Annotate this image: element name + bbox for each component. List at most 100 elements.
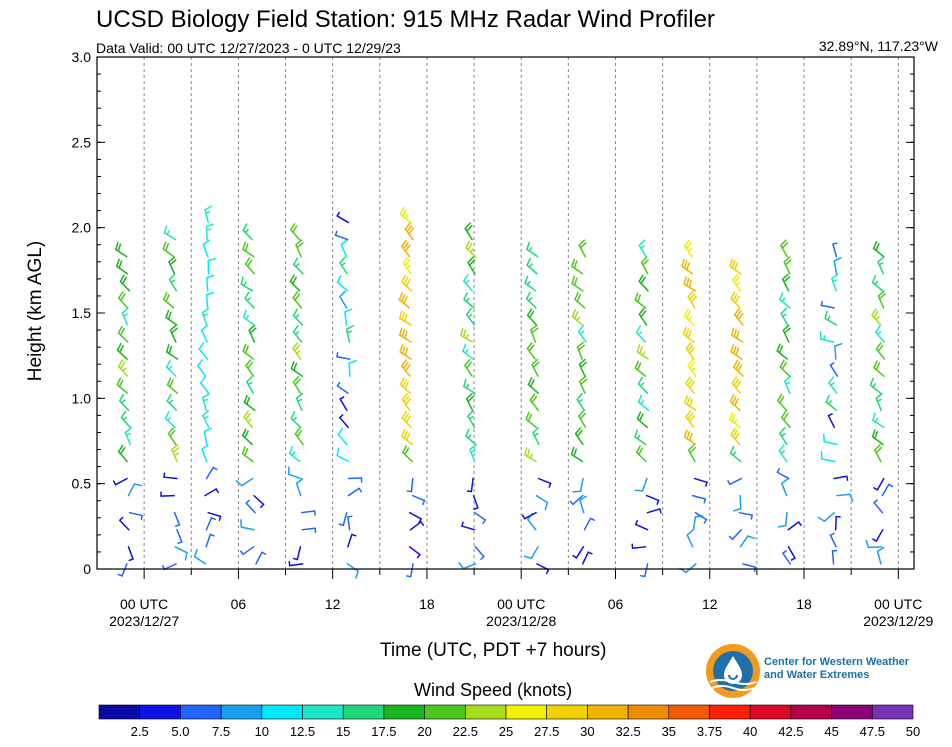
logo-text-line1: Center for Western Weather	[764, 656, 910, 668]
wind-barb	[461, 521, 476, 531]
wind-barb	[255, 551, 267, 565]
wind-barb	[687, 290, 697, 309]
wind-barb	[781, 478, 789, 497]
wind-barb	[685, 410, 695, 429]
wind-barb	[168, 256, 177, 275]
colorbar-label: 20	[417, 724, 431, 739]
wind-barb	[173, 511, 181, 527]
wind-barb	[292, 308, 304, 326]
wind-barb	[465, 308, 476, 326]
wind-barb	[819, 331, 835, 343]
wind-barb	[780, 239, 789, 258]
wind-barb	[206, 274, 215, 292]
wind-barb	[776, 343, 788, 360]
wind-barb	[679, 563, 697, 574]
station-coordinates: 32.89°N, 117.23°W	[818, 38, 938, 54]
wind-barb	[730, 327, 744, 343]
wind-barb	[127, 483, 143, 497]
wind-barb	[243, 410, 254, 429]
wind-barb	[691, 494, 706, 504]
wind-barb	[293, 257, 304, 275]
colorbar-label: 22.5	[453, 724, 478, 739]
wind-barb	[579, 495, 587, 514]
wind-barb	[646, 508, 662, 514]
wind-barb	[401, 428, 414, 446]
wind-barb	[872, 240, 885, 258]
wind-barb	[732, 273, 741, 292]
colorbar-swatch	[627, 704, 670, 720]
wind-barb	[778, 444, 788, 463]
x-tick-label: 00 UTC	[497, 596, 545, 612]
wind-barb	[301, 510, 316, 516]
x-tick-label: 12	[702, 596, 718, 612]
wind-barb	[336, 381, 349, 394]
wind-barb	[202, 239, 210, 258]
wind-barb	[877, 256, 885, 275]
wind-barb	[401, 393, 412, 412]
wind-barb	[340, 239, 348, 258]
wind-barb	[686, 529, 694, 548]
wind-barb	[292, 325, 303, 343]
wind-barb	[527, 377, 539, 394]
wind-barb	[521, 511, 537, 520]
colorbar-title: Wind Speed (knots)	[414, 680, 573, 700]
y-axis: 0 0.5 1.0 1.5 2.0 2.5 3.0	[72, 49, 914, 577]
wind-barb	[169, 324, 178, 343]
wind-barb	[119, 516, 130, 531]
colorbar-label: 15	[336, 724, 350, 739]
y-tick-label: 1.0	[72, 390, 92, 406]
wind-barb	[167, 427, 177, 446]
wind-barb	[733, 359, 744, 377]
wind-barb	[727, 477, 743, 486]
y-tick-label: 0	[83, 561, 91, 577]
wind-barb	[242, 241, 255, 258]
wind-barb	[198, 342, 209, 360]
wind-barb	[115, 258, 129, 275]
wind-barb	[464, 222, 473, 241]
wind-barb	[827, 413, 836, 429]
wind-barb	[571, 309, 584, 326]
wind-barb	[873, 477, 885, 491]
wind-barb	[290, 361, 303, 377]
wind-barb	[782, 324, 791, 343]
colorbar-label: 50	[906, 724, 920, 739]
wind-barb	[243, 394, 256, 412]
wind-barb	[569, 494, 584, 506]
wind-barb	[289, 274, 301, 292]
x-tick-label: 12	[325, 596, 341, 612]
wind-barb	[344, 308, 353, 326]
wind-barb	[871, 429, 884, 446]
wind-barb	[163, 472, 178, 480]
colorbar-swatch	[261, 704, 303, 720]
wind-barb	[399, 310, 412, 326]
y-tick-label: 1.5	[72, 305, 92, 321]
wind-barb	[833, 475, 849, 481]
wind-barb	[336, 211, 350, 224]
x-tick-label: 00 UTC	[120, 596, 168, 612]
wind-barb	[728, 528, 743, 541]
wind-barb	[288, 445, 301, 463]
wind-barb	[529, 393, 539, 412]
wind-barb	[577, 324, 587, 343]
colorbar-swatch	[383, 704, 425, 720]
wind-barb	[406, 563, 414, 578]
wind-barb	[581, 551, 593, 565]
wind-barb	[242, 223, 253, 241]
wind-barb	[348, 360, 357, 377]
wind-barb	[241, 428, 253, 446]
wind-barb	[833, 257, 842, 275]
x-tick-sublabel: 2023/12/27	[109, 613, 179, 629]
wind-barb	[240, 276, 254, 292]
wind-barb	[526, 342, 536, 360]
wind-barb	[779, 359, 791, 377]
wind-barb	[336, 352, 351, 360]
wind-barb	[128, 511, 143, 521]
wind-barb	[817, 511, 835, 523]
colorbar-label: 25	[499, 724, 513, 739]
wind-barb	[171, 444, 180, 463]
wind-barb	[824, 310, 838, 326]
colorbar-swatch	[424, 704, 466, 720]
colorbar-label: 27.5	[534, 724, 559, 739]
wind-barb	[401, 359, 411, 377]
wind-barb	[574, 427, 584, 446]
